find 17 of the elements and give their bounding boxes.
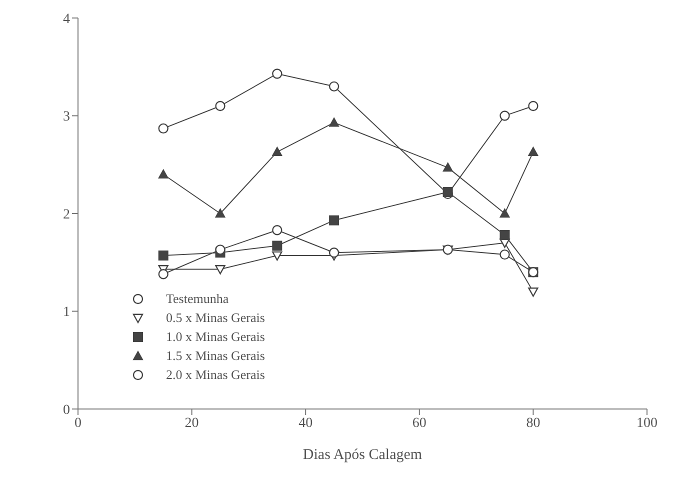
x-tick-label: 40 xyxy=(298,416,313,431)
x-tick-label: 60 xyxy=(412,416,426,431)
y-tick-label: 3 xyxy=(63,110,70,125)
legend-label: Testemunha xyxy=(166,290,229,306)
legend-label: 0.5 x Minas Gerais xyxy=(166,310,265,326)
y-tick-label: 1 xyxy=(63,305,70,320)
x-tick-label: 80 xyxy=(526,416,540,431)
y-tick-label: 0 xyxy=(63,402,70,418)
x-tick-label: 0 xyxy=(74,416,82,431)
y-tick-label: 2 xyxy=(63,207,70,222)
y-tick-label: 4 xyxy=(63,12,70,27)
legend-label: 1.5 x Minas Gerais xyxy=(166,348,265,364)
legend-label: 2.0 x Minas Gerais xyxy=(166,366,265,382)
x-tick-label: 20 xyxy=(184,416,199,431)
x-tick-label: 100 xyxy=(636,416,658,431)
x-axis-title: Dias Após Calagem xyxy=(302,447,422,463)
legend-label: 1.0 x Minas Gerais xyxy=(166,328,265,344)
